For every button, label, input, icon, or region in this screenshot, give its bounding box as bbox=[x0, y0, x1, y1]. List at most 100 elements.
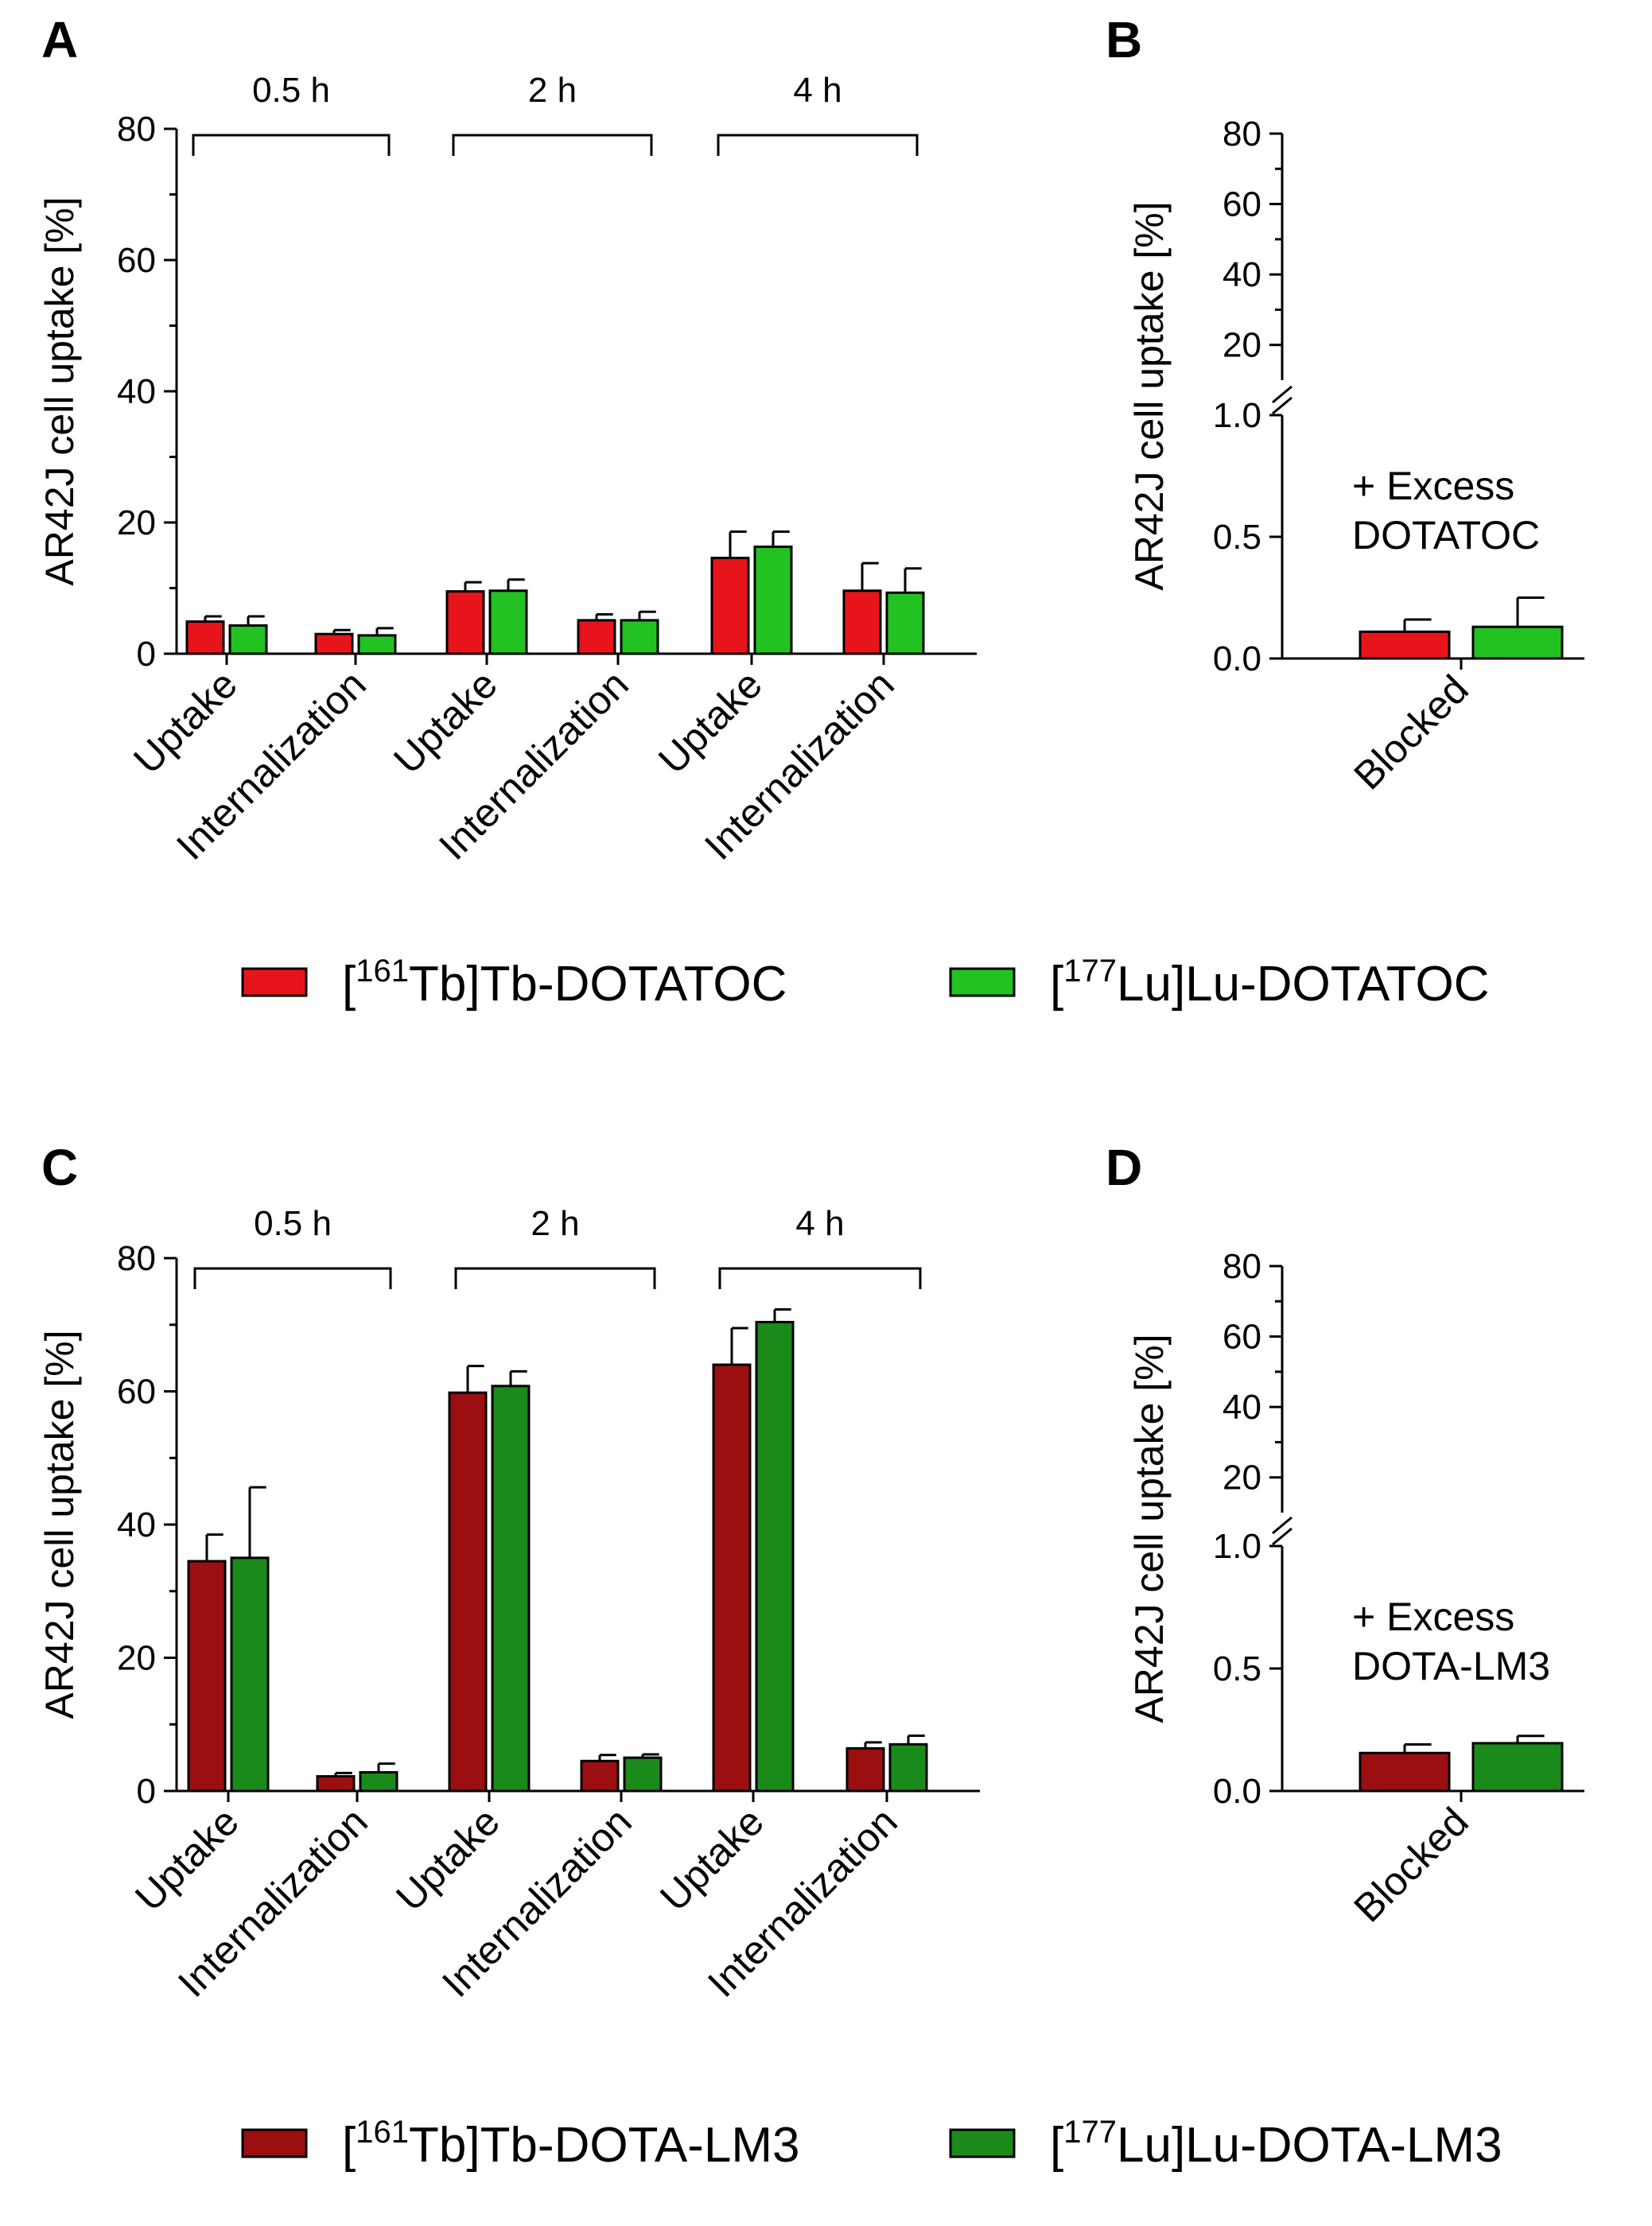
y-axis-title: AR42J cell uptake [%] bbox=[1127, 201, 1172, 590]
bar bbox=[314, 632, 354, 655]
x-category-label: Uptake bbox=[126, 1799, 247, 1920]
time-group-label: 4 h bbox=[793, 71, 842, 110]
legend-bottom: [161Tb]Tb-DOTA-LM3 [177Lu]Lu-DOTA-LM3 bbox=[241, 2115, 1502, 2173]
legend-label: [177Lu]Lu-DOTATOC bbox=[1050, 954, 1490, 1012]
y-tick-label: 1.0 bbox=[1213, 396, 1261, 435]
legend-label: [177Lu]Lu-DOTA-LM3 bbox=[1050, 2115, 1502, 2173]
legend-swatch bbox=[949, 967, 1016, 997]
bar bbox=[1471, 625, 1564, 660]
y-tick-label: 0 bbox=[137, 1772, 156, 1811]
y-tick-label: 0.5 bbox=[1213, 1649, 1261, 1688]
bar bbox=[185, 620, 225, 655]
panel-d: D 0.0 0.5 1.0 20 40 60 80 AR42J cell uptake [%] +… bbox=[1106, 1139, 1584, 1931]
y-tick-label: 80 bbox=[1222, 115, 1261, 153]
y-tick-label: 60 bbox=[117, 241, 156, 280]
legend-top: [161Tb]Tb-DOTATOC [177Lu]Lu-DOTATOC bbox=[241, 954, 1490, 1012]
bar bbox=[623, 1756, 663, 1793]
panel-letter: B bbox=[1106, 11, 1142, 68]
y-tick-label: 40 bbox=[117, 372, 156, 411]
bar bbox=[1471, 1742, 1564, 1793]
bar bbox=[488, 589, 528, 655]
panel-letter: D bbox=[1106, 1139, 1142, 1196]
bar bbox=[710, 557, 750, 655]
bar bbox=[755, 1320, 795, 1793]
time-group-label: 2 h bbox=[528, 71, 577, 110]
bar bbox=[1359, 630, 1451, 660]
annotation-text: + Excess bbox=[1352, 1595, 1514, 1639]
bar bbox=[491, 1385, 531, 1793]
legend-swatch bbox=[949, 2128, 1016, 2158]
x-category-label: Uptake bbox=[651, 1799, 772, 1920]
bar bbox=[580, 1759, 620, 1793]
time-group-label: 2 h bbox=[531, 1204, 579, 1243]
time-bracket bbox=[452, 134, 653, 156]
y-axis-title: AR42J cell uptake [%] bbox=[37, 196, 82, 585]
time-bracket bbox=[193, 1267, 392, 1289]
x-category-label: Blocked bbox=[1345, 1799, 1476, 1930]
bar bbox=[230, 1556, 270, 1793]
y-tick-label: 40 bbox=[1222, 1388, 1261, 1427]
bar bbox=[448, 1391, 488, 1793]
panel-b: B 0.0 0.5 1.0 20 40 60 80 AR42J cell uptake [%] +… bbox=[1106, 11, 1584, 798]
annotation-text: + Excess bbox=[1352, 464, 1514, 508]
axis-break-mark bbox=[1272, 396, 1292, 415]
bar bbox=[885, 591, 925, 655]
y-tick-label: 80 bbox=[117, 110, 156, 149]
bar bbox=[753, 546, 793, 655]
y-tick-label: 40 bbox=[1222, 255, 1261, 294]
axis-break-mark bbox=[1272, 1516, 1292, 1535]
time-bracket bbox=[454, 1267, 656, 1289]
time-bracket bbox=[718, 1267, 922, 1289]
bar bbox=[316, 1775, 356, 1793]
bar bbox=[712, 1363, 752, 1793]
y-tick-label: 20 bbox=[117, 503, 156, 542]
bar bbox=[845, 1746, 885, 1793]
y-tick-label: 60 bbox=[1222, 1318, 1261, 1357]
x-category-label: Uptake bbox=[385, 662, 506, 783]
y-tick-label: 80 bbox=[1222, 1247, 1261, 1286]
legend-swatch bbox=[241, 967, 308, 997]
bar bbox=[888, 1742, 928, 1793]
axis-break-mark bbox=[1272, 385, 1292, 404]
time-bracket bbox=[192, 134, 391, 156]
y-tick-label: 40 bbox=[117, 1505, 156, 1544]
bar bbox=[357, 634, 397, 655]
y-axis-title: AR42J cell uptake [%] bbox=[1127, 1334, 1172, 1723]
y-tick-label: 80 bbox=[117, 1239, 156, 1278]
x-category-label: Uptake bbox=[650, 662, 771, 783]
x-category-label: Uptake bbox=[125, 662, 246, 783]
time-group-label: 0.5 h bbox=[252, 71, 330, 110]
bar bbox=[228, 624, 268, 655]
y-tick-label: 0 bbox=[137, 635, 156, 674]
y-tick-label: 20 bbox=[117, 1639, 156, 1678]
y-tick-label: 0.5 bbox=[1213, 518, 1261, 557]
legend-swatch bbox=[241, 2128, 308, 2158]
time-group-label: 4 h bbox=[795, 1204, 844, 1243]
panel-letter: C bbox=[41, 1139, 78, 1196]
annotation-text: DOTA-LM3 bbox=[1352, 1644, 1550, 1688]
bar bbox=[187, 1560, 227, 1793]
panel-letter: A bbox=[41, 11, 78, 68]
legend-label: [161Tb]Tb-DOTA-LM3 bbox=[342, 2115, 799, 2173]
bar bbox=[620, 619, 659, 655]
time-group-label: 0.5 h bbox=[254, 1204, 332, 1243]
bar bbox=[577, 619, 616, 655]
bar bbox=[1359, 1751, 1451, 1793]
y-tick-label: 0.0 bbox=[1213, 639, 1261, 678]
y-tick-label: 60 bbox=[1222, 185, 1261, 224]
annotation-text: DOTATOC bbox=[1352, 513, 1540, 557]
bar bbox=[359, 1771, 398, 1793]
x-category-label: Uptake bbox=[387, 1799, 508, 1920]
time-bracket bbox=[717, 134, 919, 156]
bar bbox=[842, 589, 882, 655]
y-axis-title: AR42J cell uptake [%] bbox=[37, 1330, 82, 1719]
axis-break-mark bbox=[1272, 1527, 1292, 1546]
y-tick-label: 1.0 bbox=[1213, 1527, 1261, 1566]
bar bbox=[445, 590, 485, 655]
y-tick-label: 20 bbox=[1222, 326, 1261, 365]
y-tick-label: 60 bbox=[117, 1373, 156, 1412]
y-tick-label: 0.0 bbox=[1213, 1772, 1261, 1811]
